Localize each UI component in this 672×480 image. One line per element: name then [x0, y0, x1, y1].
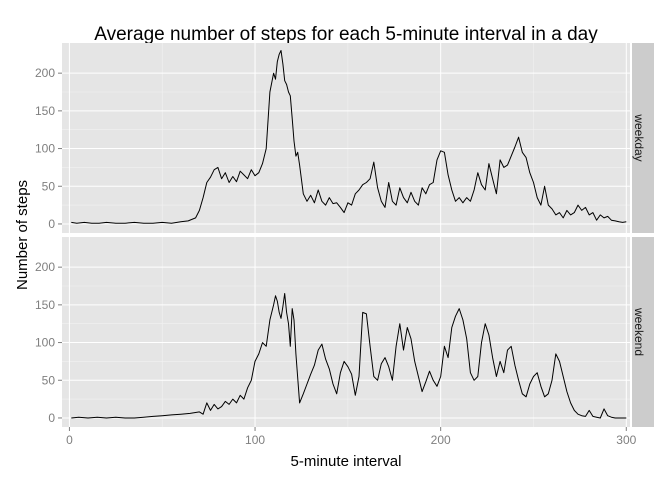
- strip-weekend: [632, 237, 654, 427]
- y-tick-label-weekday: 100: [35, 142, 55, 156]
- y-tick-label-weekend: 0: [48, 411, 55, 425]
- y-tick-label-weekday: 0: [48, 217, 55, 231]
- y-tick-label-weekend: 200: [35, 260, 55, 274]
- chart-title: Average number of steps for each 5-minut…: [94, 24, 598, 45]
- strip-label-weekend: weekend: [632, 307, 646, 356]
- y-tick-label-weekday: 150: [35, 104, 55, 118]
- panel-weekday-background: [62, 43, 630, 233]
- panel-weekend-background: [62, 237, 630, 427]
- strip-weekday: [632, 43, 654, 233]
- x-tick-label: 200: [431, 433, 451, 447]
- x-axis: 0 100 200 300: [66, 427, 637, 447]
- series-line-weekday: [71, 50, 627, 224]
- y-axis-weekday: 0 50 100 150 200: [35, 66, 62, 231]
- panel-weekday: weekday 0 50 100 150 200: [35, 43, 654, 233]
- panel-weekday-grid: [62, 43, 630, 233]
- y-axis-weekend: 0 50 100 150 200: [35, 260, 62, 425]
- panel-weekend: weekend 0 50 100 150 200: [35, 237, 654, 427]
- panel-weekend-grid: [62, 237, 630, 427]
- x-tick-label: 0: [66, 433, 73, 447]
- y-axis-title: Number of steps: [14, 180, 31, 290]
- y-tick-label-weekday: 50: [42, 179, 56, 193]
- x-axis-title: 5-minute interval: [291, 453, 402, 470]
- y-tick-label-weekend: 100: [35, 336, 55, 350]
- series-line-weekend: [71, 293, 627, 419]
- y-tick-label-weekend: 50: [42, 373, 56, 387]
- x-tick-label: 300: [616, 433, 636, 447]
- strip-label-weekday: weekday: [632, 113, 646, 161]
- y-tick-label-weekday: 200: [35, 66, 55, 80]
- x-tick-label: 100: [245, 433, 265, 447]
- y-tick-label-weekend: 150: [35, 298, 55, 312]
